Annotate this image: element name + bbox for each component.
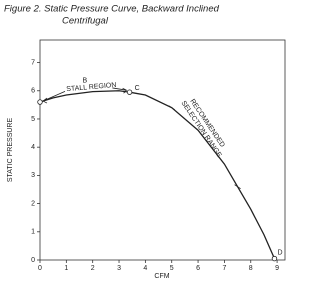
y-tick-label: 2 xyxy=(31,200,35,207)
y-tick-label: 4 xyxy=(31,144,35,151)
x-tick-label: 5 xyxy=(170,265,174,272)
chart: Figure 2. Static Pressure Curve, Backwar… xyxy=(4,4,286,280)
x-tick-label: 2 xyxy=(91,265,95,272)
x-tick-label: 0 xyxy=(38,265,42,272)
y-tick-label: 0 xyxy=(31,257,35,264)
x-tick-label: 6 xyxy=(196,265,200,272)
label-d: D xyxy=(277,249,282,256)
x-axis-label: CFM xyxy=(154,273,169,280)
y-tick-label: 1 xyxy=(31,229,35,236)
label-c: C xyxy=(135,85,140,92)
y-tick-label: 7 xyxy=(31,59,35,66)
label-b: B xyxy=(82,78,87,85)
x-tick-label: 7 xyxy=(222,265,226,272)
x-tick-label: 1 xyxy=(64,265,68,272)
y-tick-label: 6 xyxy=(31,88,35,95)
range-tick xyxy=(234,184,241,189)
stall-label: STALL REGION xyxy=(66,82,117,93)
curve xyxy=(39,90,276,259)
y-tick-label: 3 xyxy=(31,172,35,179)
x-tick-label: 8 xyxy=(249,265,253,272)
stall-arrow-left xyxy=(42,90,66,104)
y-axis-label: STATIC PRESSURE xyxy=(7,118,14,183)
x-tick-label: 3 xyxy=(117,265,121,272)
point-marker xyxy=(126,89,133,95)
point-marker xyxy=(271,255,278,262)
y-tick-label: 5 xyxy=(31,116,35,123)
point-marker xyxy=(37,99,43,105)
x-tick-label: 4 xyxy=(143,265,147,272)
range-tick xyxy=(168,105,175,111)
x-tick-label: 9 xyxy=(275,265,279,272)
chart-title: Figure 2. Static Pressure Curve, Backwar… xyxy=(4,4,220,15)
plot-frame xyxy=(39,39,286,261)
chart-subtitle: Centrifugal xyxy=(62,16,109,27)
stall-arrow-right xyxy=(112,87,127,94)
